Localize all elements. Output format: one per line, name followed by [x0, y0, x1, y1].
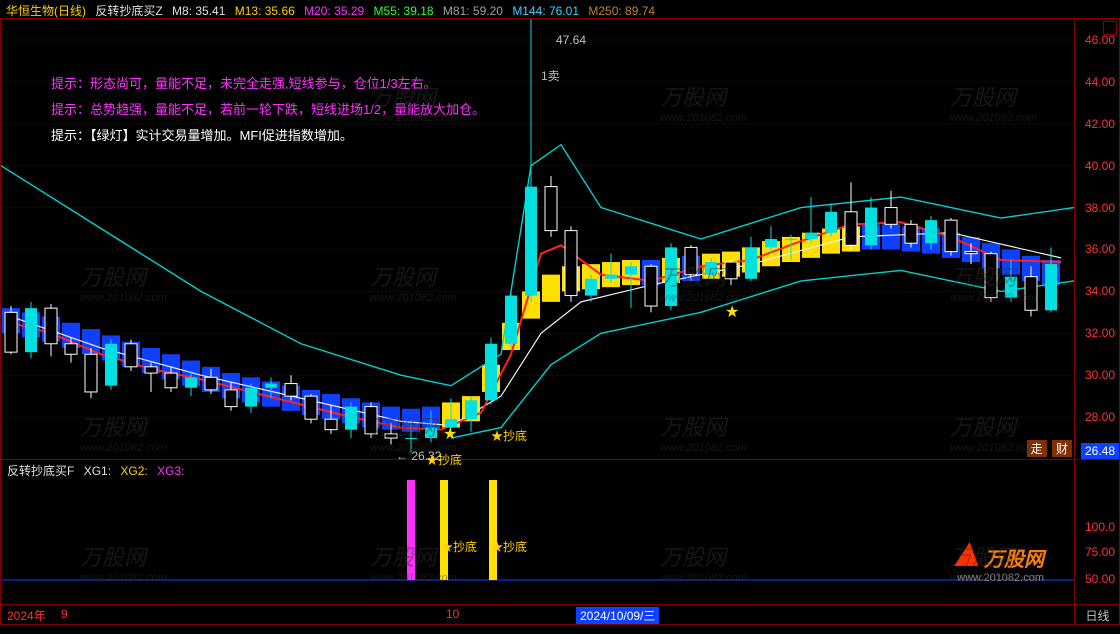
btn-zou[interactable]: 走	[1027, 440, 1047, 457]
ytick: 46.00	[1085, 33, 1115, 47]
sell-signal-label: 1卖	[541, 67, 560, 84]
ytick: 40.00	[1085, 159, 1115, 173]
ma-value: M81: 59.20	[443, 4, 503, 18]
sub-ytick: 75.00	[1085, 545, 1115, 559]
right-buttons: 走 财	[1025, 440, 1072, 457]
ytick: 34.00	[1085, 284, 1115, 298]
hint-text: 提示：形态尚可，量能不足，未完全走强,短线参与，仓位1/3左右。	[51, 73, 437, 92]
ytick: 38.00	[1085, 201, 1115, 215]
main-y-axis: 46.00 44.00 42.00 40.00 38.00 36.00 34.00 32.00…	[1076, 18, 1120, 460]
box-icon[interactable]	[1103, 21, 1117, 35]
header: 华恒生物(日线) 反转抄底买Z M8: 35.41 M13: 35.66 M20…	[0, 0, 1120, 18]
stock-title: 华恒生物(日线)	[6, 4, 86, 18]
last-price-tag: 26.48	[1081, 443, 1119, 459]
time-axis: 2024年 9 10 2024/10/09/三	[0, 605, 1075, 625]
btn-cai[interactable]: 财	[1052, 440, 1072, 457]
ma-value: M8: 35.41	[172, 4, 225, 18]
ytick: 42.00	[1085, 117, 1115, 131]
ma-value: M250: 89.74	[588, 4, 655, 18]
sub-chaodi-label: ★抄底	[491, 538, 527, 555]
time-mark: 10	[446, 607, 459, 621]
sub-y-axis: 100.0 75.00 50.00	[1076, 460, 1120, 605]
top-price-label: 47.64	[556, 33, 586, 47]
time-year: 2024年	[7, 609, 46, 623]
main-candlestick-chart[interactable]: ★ ★ 提示：形态尚可，量能不足，未完全走强,短线参与，仓位1/3左右。提示：总势…	[0, 18, 1075, 460]
sub-indicator-chart[interactable]: 反转抄底买F XG1: XG2: XG3: ★抄底★抄底 万股网 www.201…	[0, 460, 1075, 605]
ma-value: M20: 35.29	[304, 4, 364, 18]
svg-text:★: ★	[725, 304, 739, 321]
time-period: 日线	[1076, 605, 1120, 625]
sub-ytick: 100.0	[1085, 520, 1115, 534]
indicator-title: 反转抄底买Z	[95, 4, 162, 18]
ytick: 32.00	[1085, 326, 1115, 340]
svg-text:★: ★	[443, 426, 457, 443]
ytick: 44.00	[1085, 75, 1115, 89]
time-mark: 9	[61, 607, 68, 621]
ytick: 30.00	[1085, 368, 1115, 382]
ytick: 36.00	[1085, 242, 1115, 256]
sub-ytick: 50.00	[1085, 572, 1115, 586]
sub-chaodi-label: ★抄底	[441, 538, 477, 555]
time-current: 2024/10/09/三	[576, 607, 659, 624]
watermark-logo: 万股网 www.201082.com	[956, 542, 1044, 584]
hint-text: 提示：【绿灯】实计交易量增加。MFI促进指数增加。	[51, 125, 353, 144]
ma-value: M144: 76.01	[512, 4, 579, 18]
ytick: 28.00	[1085, 410, 1115, 424]
ma-value: M13: 35.66	[235, 4, 295, 18]
ma-value: M55: 39.18	[374, 4, 434, 18]
hint-text: 提示：总势趋强，量能不足，若前一轮下跌，短线进场1/2，量能放大加仓。	[51, 99, 485, 118]
chaodi-label: ★抄底	[491, 427, 527, 444]
